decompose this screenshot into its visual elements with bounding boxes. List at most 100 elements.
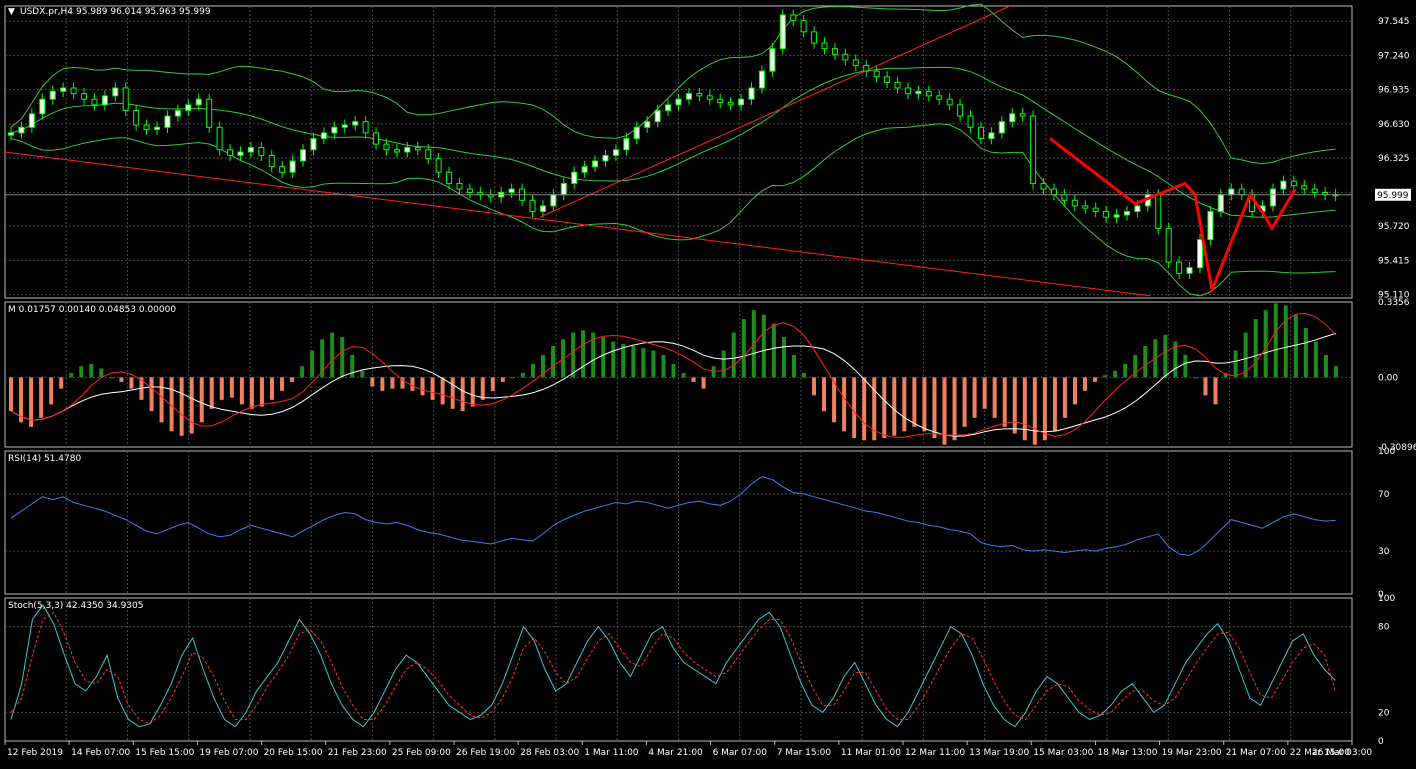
candle[interactable] [696,93,703,97]
candle[interactable] [1061,194,1068,201]
candle[interactable] [842,53,849,61]
candle[interactable] [237,151,244,156]
candle[interactable] [998,121,1005,134]
candle[interactable] [8,132,14,136]
candle[interactable] [164,115,171,128]
candle[interactable] [362,121,369,134]
candle[interactable] [185,104,192,111]
annotation-arrows[interactable] [1049,137,1297,292]
candle[interactable] [800,20,807,33]
candle[interactable] [289,160,296,173]
candle[interactable] [91,98,98,106]
candle[interactable] [143,124,150,131]
candle[interactable] [1280,180,1287,190]
candle[interactable] [873,70,880,78]
candle[interactable] [456,182,463,190]
candle[interactable] [435,158,442,173]
candle[interactable] [18,126,25,134]
candle[interactable] [988,132,995,140]
candle[interactable] [1186,267,1193,274]
candle[interactable] [508,188,515,193]
candle[interactable] [925,90,932,97]
candle[interactable] [1228,188,1235,196]
candle[interactable] [1082,205,1089,209]
candle[interactable] [727,102,734,106]
candle[interactable] [60,87,67,92]
candle[interactable] [446,171,453,184]
candle[interactable] [174,109,181,117]
candle[interactable] [39,98,46,115]
candle[interactable] [1071,199,1078,207]
candle[interactable] [936,95,943,100]
candle[interactable] [1176,261,1183,274]
candle[interactable] [373,132,380,145]
stoch-main-line[interactable] [10,604,1336,728]
candle[interactable] [1103,211,1110,218]
candle[interactable] [1155,194,1162,229]
candle[interactable] [122,87,129,111]
candle[interactable] [1217,194,1224,213]
candle[interactable] [675,98,682,106]
candle[interactable] [466,188,473,193]
candle[interactable] [393,149,400,153]
candle[interactable] [957,104,964,117]
candle[interactable] [1134,205,1141,213]
candle[interactable] [665,104,672,111]
candle[interactable] [717,98,724,104]
trendline-up[interactable] [539,5,1011,218]
candle[interactable] [1311,188,1318,193]
candle[interactable] [633,126,640,140]
candle[interactable] [1238,188,1245,196]
candle[interactable] [133,109,140,126]
candle[interactable] [560,182,567,196]
candle[interactable] [1030,115,1037,184]
candle[interactable] [706,95,713,100]
stochastic-panel[interactable] [10,604,1336,728]
candle[interactable] [352,121,359,126]
candle[interactable] [977,126,984,140]
candle[interactable] [1019,113,1026,117]
candle[interactable] [1050,188,1057,196]
candle[interactable] [852,59,859,67]
candle[interactable] [884,76,891,83]
candle[interactable] [216,126,223,151]
candle[interactable] [644,121,651,128]
rsi-line[interactable] [10,476,1336,556]
candle[interactable] [70,87,77,95]
candle[interactable] [195,98,202,106]
candle[interactable] [571,171,578,184]
candle[interactable] [581,166,588,173]
candle[interactable] [612,149,619,156]
rsi-panel[interactable] [10,476,1336,556]
candle[interactable] [779,14,786,50]
candle[interactable] [550,194,557,207]
candle[interactable] [1113,214,1120,218]
candle[interactable] [154,126,161,131]
candle[interactable] [1009,113,1016,123]
candle[interactable] [769,48,776,72]
candle[interactable] [247,147,254,153]
candle[interactable] [685,93,692,100]
candle[interactable] [81,93,88,100]
candle[interactable] [790,14,797,22]
candle[interactable] [300,149,307,162]
trendline-down[interactable] [4,151,1151,297]
candle[interactable] [831,48,838,55]
candle[interactable] [894,81,901,89]
price-panel[interactable] [4,3,1352,297]
candle[interactable] [602,154,609,162]
candle[interactable] [49,90,56,100]
candle[interactable] [529,199,536,213]
momentum-panel[interactable] [9,303,1338,445]
candle[interactable] [1301,185,1308,190]
candle[interactable] [404,147,411,153]
candle[interactable] [811,31,818,44]
candle[interactable] [320,132,327,140]
candle[interactable] [748,87,755,100]
candle[interactable] [1269,188,1276,207]
candle[interactable] [967,115,974,128]
stoch-signal-line[interactable] [10,611,1336,725]
candle[interactable] [28,113,35,128]
